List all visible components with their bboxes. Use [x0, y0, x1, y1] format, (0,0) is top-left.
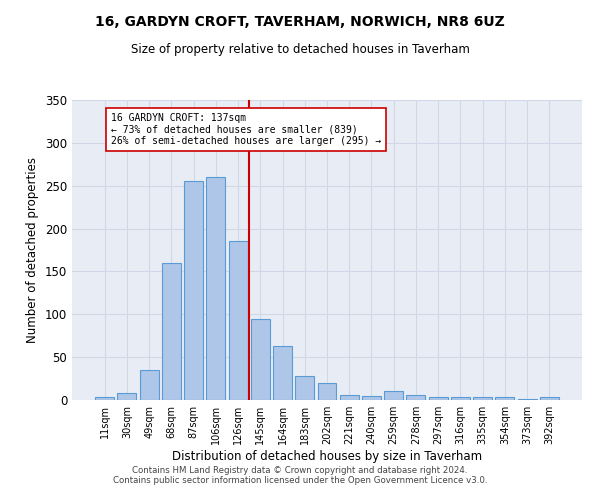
Bar — [362, 396, 381, 400]
Bar — [473, 398, 492, 400]
Bar — [451, 398, 470, 400]
Bar — [429, 396, 448, 400]
Bar — [206, 177, 225, 400]
Bar — [340, 395, 359, 400]
X-axis label: Distribution of detached houses by size in Taverham: Distribution of detached houses by size … — [172, 450, 482, 463]
Text: Size of property relative to detached houses in Taverham: Size of property relative to detached ho… — [131, 42, 469, 56]
Bar — [118, 393, 136, 400]
Bar — [496, 396, 514, 400]
Text: 16 GARDYN CROFT: 137sqm
← 73% of detached houses are smaller (839)
26% of semi-d: 16 GARDYN CROFT: 137sqm ← 73% of detache… — [112, 113, 382, 146]
Bar — [384, 392, 403, 400]
Bar — [162, 263, 181, 400]
Bar — [273, 346, 292, 400]
Bar — [518, 399, 536, 400]
Bar — [95, 398, 114, 400]
Bar — [229, 242, 248, 400]
Y-axis label: Number of detached properties: Number of detached properties — [26, 157, 40, 343]
Text: 16, GARDYN CROFT, TAVERHAM, NORWICH, NR8 6UZ: 16, GARDYN CROFT, TAVERHAM, NORWICH, NR8… — [95, 15, 505, 29]
Bar — [540, 396, 559, 400]
Text: Contains HM Land Registry data © Crown copyright and database right 2024.
Contai: Contains HM Land Registry data © Crown c… — [113, 466, 487, 485]
Bar — [251, 318, 270, 400]
Bar — [184, 182, 203, 400]
Bar — [317, 383, 337, 400]
Bar — [295, 376, 314, 400]
Bar — [140, 370, 158, 400]
Bar — [406, 395, 425, 400]
